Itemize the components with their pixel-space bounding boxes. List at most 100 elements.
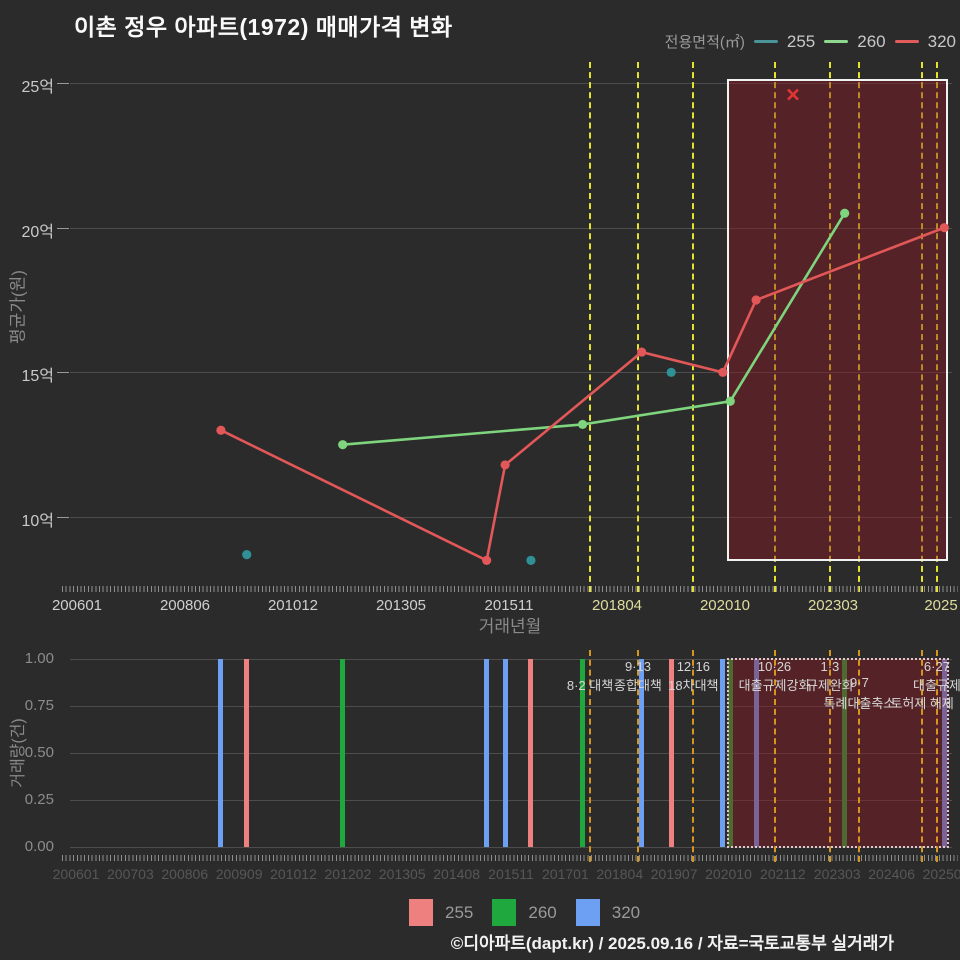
top-ylabel-25억: 25억 bbox=[21, 79, 54, 96]
event-label-202110-row2: 대출규제강화 bbox=[738, 678, 811, 693]
bottom-xlabel-201202: 201202 bbox=[324, 866, 372, 882]
volume-bar-202305-260 bbox=[842, 659, 848, 847]
top-ytick-10억 bbox=[57, 517, 69, 518]
event-label-202110-row1: 10·26 bbox=[757, 659, 792, 674]
bottom-xlabel-202010: 202010 bbox=[705, 866, 752, 882]
bottom-xlabel-202303: 202303 bbox=[813, 866, 861, 882]
event-label-201809-row1: 9·13 bbox=[624, 659, 651, 674]
event-line-top-201809 bbox=[636, 62, 639, 592]
bottom-legend: 255 260 320 bbox=[409, 899, 659, 926]
top-ylabel-20억: 20억 bbox=[21, 223, 54, 241]
top-xlabel-201305: 201305 bbox=[375, 597, 427, 614]
bottom-gridline-0.75 bbox=[70, 706, 952, 707]
volume-bar-201706-260 bbox=[580, 659, 586, 847]
bottom-xlabel-202112: 202112 bbox=[760, 866, 806, 882]
event-line-bottom-201809 bbox=[636, 650, 639, 862]
event-label-202309-row2: 9·7 bbox=[850, 675, 869, 690]
data-point-260-201201 bbox=[338, 440, 348, 450]
top-xlabel-200601: 200601 bbox=[51, 597, 103, 614]
volume-bar-201906-255 bbox=[668, 659, 674, 847]
top-ytick-25억 bbox=[57, 83, 69, 84]
volume-bar-202105-320 bbox=[753, 659, 759, 847]
top-ylabel-10억: 10억 bbox=[21, 513, 54, 530]
bottom-ylabel-0.25: 0.25 bbox=[24, 791, 54, 808]
top-legend-item-255[interactable]: 255 bbox=[753, 31, 816, 52]
bottom-legend-swatch-260[interactable] bbox=[492, 899, 517, 926]
volume-bar-202508-320 bbox=[941, 659, 947, 847]
bottom-xlabel-201907: 201907 bbox=[650, 866, 698, 882]
legend-value-255: 255 bbox=[786, 31, 816, 51]
volume-bar-201810-320 bbox=[639, 659, 645, 847]
legend-line-swatch-255 bbox=[753, 40, 778, 43]
legend-line-swatch-320 bbox=[894, 40, 919, 43]
top-xlabel-201511: 201511 bbox=[484, 597, 534, 614]
volume-bar-201604-255 bbox=[528, 659, 534, 847]
top-legend-items: 255 260 320 bbox=[753, 31, 956, 52]
data-point-260-201706 bbox=[578, 419, 588, 430]
highlight-region-bottom bbox=[727, 658, 949, 848]
bottom-legend-swatch-320[interactable] bbox=[575, 899, 600, 926]
data-point-320-201504 bbox=[482, 555, 492, 565]
data-point-320-201509 bbox=[500, 460, 510, 470]
top-ytick-20억 bbox=[57, 227, 69, 229]
page-title: 이촌 정우 아파트(1972) 매매가격 변화 bbox=[74, 14, 453, 40]
bottom-gridline-0.25 bbox=[70, 800, 952, 801]
event-label-202301-row1: 1·3 bbox=[820, 659, 840, 674]
bottom-ylabel-1.00: 1.00 bbox=[24, 650, 54, 667]
event-line-bottom-202110 bbox=[773, 650, 776, 862]
event-line-bottom-202301 bbox=[828, 650, 831, 862]
event-line-bottom-202506 bbox=[935, 650, 938, 862]
bottom-legend-swatch-255[interactable] bbox=[409, 899, 433, 926]
top-gridline-25억 bbox=[70, 83, 952, 84]
volume-bar-201201-260 bbox=[340, 659, 346, 847]
data-point-255-200911 bbox=[242, 550, 252, 560]
volume-bar-202010-260 bbox=[727, 659, 733, 847]
top-xlabel-201012: 201012 bbox=[267, 597, 319, 614]
event-label-202502-row3: 토허제 해제 bbox=[890, 696, 954, 711]
volume-bar-200904-320 bbox=[218, 659, 224, 847]
volume-bar-200911-255 bbox=[244, 659, 250, 847]
data-point-255-201604 bbox=[526, 555, 536, 565]
top-ytick-15억 bbox=[57, 372, 69, 374]
event-label-202506-row1: 6·27 bbox=[923, 659, 950, 674]
bottom-xlabel-201511: 201511 bbox=[488, 866, 534, 882]
event-label-202301-row2: 규제완화 bbox=[805, 678, 854, 693]
event-line-bottom-202309 bbox=[858, 650, 861, 862]
event-label-201912-row2: 18차대책 bbox=[668, 678, 719, 693]
event-line-bottom-201708 bbox=[589, 650, 591, 862]
bottom-xlabel-201804: 201804 bbox=[596, 866, 644, 882]
bottom-xlabel-202406: 202406 bbox=[868, 866, 915, 882]
bottom-ylabel-0.00: 0.00 bbox=[24, 838, 54, 855]
bottom-y-axis-title: 거래량(건) bbox=[10, 718, 27, 788]
top-legend-item-320[interactable]: 320 bbox=[894, 31, 956, 52]
bottom-legend-label-260: 260 bbox=[528, 902, 557, 922]
event-label-201708-row2: 8·2 대책 bbox=[566, 678, 614, 693]
legend-line-swatch-260 bbox=[824, 40, 849, 43]
event-label-202506-row2: 대출규제 bbox=[913, 678, 960, 693]
bottom-xlabel-202509: 202509 bbox=[922, 866, 960, 882]
top-legend: 전용면적(㎡) 255 260 320 bbox=[665, 31, 956, 52]
bottom-gridline-0.50 bbox=[70, 753, 952, 754]
bottom-xlabel-200909: 200909 bbox=[215, 866, 263, 882]
top-x-tick-strip bbox=[62, 586, 958, 592]
bottom-x-tick-strip bbox=[62, 855, 958, 861]
bottom-xlabel-201701: 201701 bbox=[542, 866, 589, 882]
bottom-xlabel-201408: 201408 bbox=[433, 866, 480, 882]
top-xlabel-2025: 2025 bbox=[924, 597, 958, 614]
highlight-region-top bbox=[727, 79, 948, 561]
bottom-xlabel-201012: 201012 bbox=[270, 866, 317, 882]
top-legend-item-260[interactable]: 260 bbox=[824, 32, 886, 52]
top-y-axis-title: 평균가(원) bbox=[8, 270, 28, 344]
bottom-xlabel-200806: 200806 bbox=[161, 866, 209, 882]
volume-bar-202008-320 bbox=[720, 659, 726, 847]
volume-bar-201504-320 bbox=[484, 659, 490, 847]
bottom-ylabel-0.75: 0.75 bbox=[24, 697, 54, 714]
bottom-gridline-0.00 bbox=[70, 847, 952, 848]
bottom-xlabel-201305: 201305 bbox=[378, 866, 426, 882]
event-label-201912-row1: 12·16 bbox=[676, 659, 710, 674]
bottom-legend-label-255: 255 bbox=[445, 902, 474, 922]
footer-credit: ©디아파트(dapt.kr) / 2025.09.16 / 자료=국토교통부 실… bbox=[450, 934, 894, 953]
legend-value-320: 320 bbox=[927, 31, 956, 51]
bottom-xlabel-200703: 200703 bbox=[107, 866, 154, 882]
top-ylabel-15억: 15억 bbox=[21, 368, 54, 386]
